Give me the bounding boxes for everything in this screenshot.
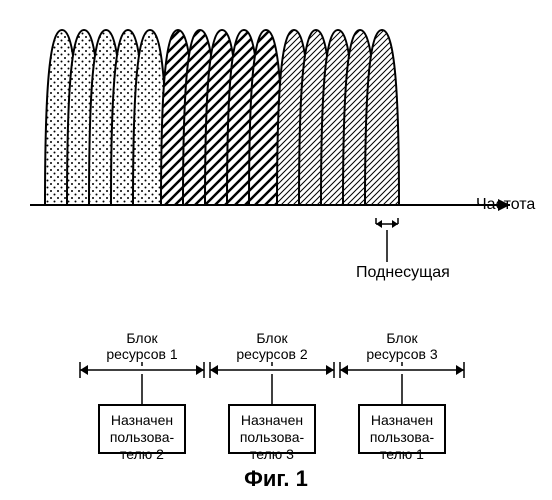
assign-box-2: Назначен пользова- телю 3 — [228, 404, 316, 454]
block-label-3: Блок ресурсов 3 — [352, 330, 452, 362]
block-label-2: Блок ресурсов 2 — [222, 330, 322, 362]
assign-box-3: Назначен пользова- телю 1 — [358, 404, 446, 454]
axis-label-frequency: Частота — [476, 196, 535, 214]
block-label-1: Блок ресурсов 1 — [92, 330, 192, 362]
subcarrier-label: Поднесущая — [356, 264, 450, 282]
figure-caption: Фиг. 1 — [0, 466, 552, 492]
assign-box-1: Назначен пользова- телю 2 — [98, 404, 186, 454]
